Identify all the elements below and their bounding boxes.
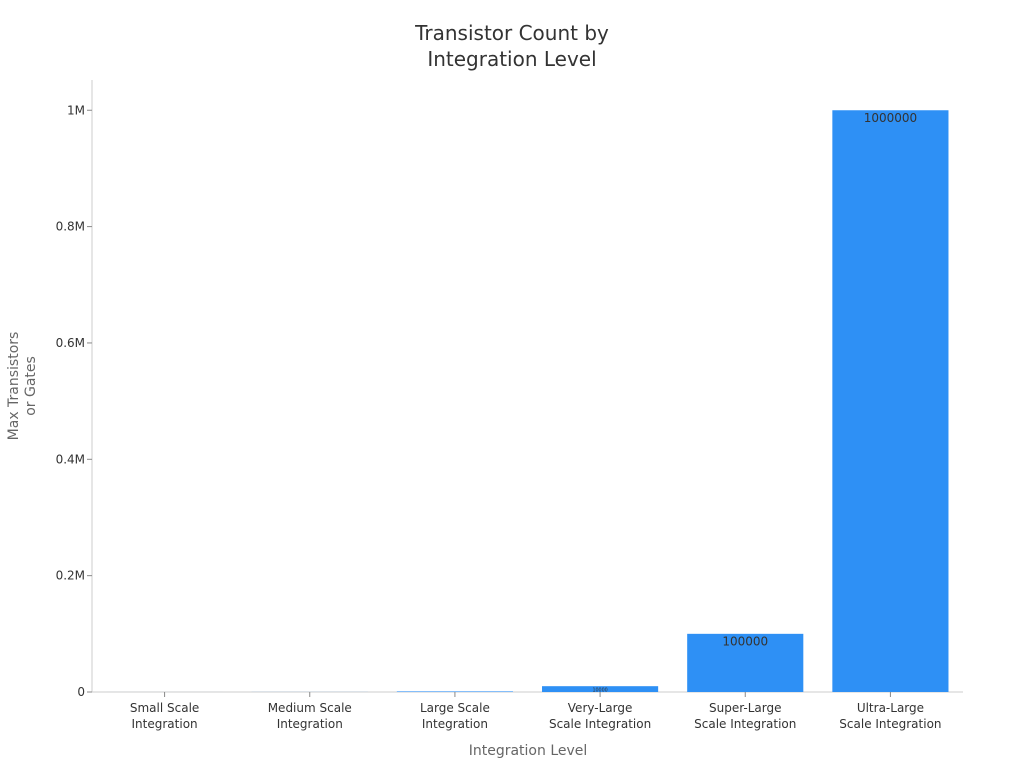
y-tick-label: 0.2M bbox=[56, 569, 85, 583]
x-axis-title: Integration Level bbox=[469, 743, 588, 759]
y-tick-label: 1M bbox=[67, 103, 85, 117]
bar bbox=[687, 633, 804, 692]
x-tick-label: Ultra-Large Scale Integration bbox=[839, 701, 941, 731]
y-tick-label: 0.8M bbox=[56, 220, 85, 234]
x-tick-label: Super-Large Scale Integration bbox=[694, 701, 796, 731]
data-label: 10000 bbox=[592, 688, 607, 694]
bar bbox=[832, 110, 949, 692]
x-tick-label: Small Scale Integration bbox=[130, 701, 199, 731]
bar bbox=[396, 691, 513, 692]
chart-title: Transistor Count by Integration Level bbox=[414, 21, 609, 71]
y-axis-title: Max Transistorsor Gates bbox=[6, 332, 39, 441]
y-tick-label: 0 bbox=[77, 685, 85, 699]
x-tick-label: Medium Scale Integration bbox=[268, 701, 352, 731]
y-tick-label: 0.6M bbox=[56, 336, 85, 350]
data-label: 1000000 bbox=[864, 111, 917, 125]
bar bbox=[542, 686, 659, 692]
x-tick-label: Very-Large Scale Integration bbox=[549, 701, 651, 731]
data-label: 100000 bbox=[722, 635, 768, 649]
y-tick-label: 0.4M bbox=[56, 452, 85, 466]
x-tick-label: Large Scale Integration bbox=[420, 701, 490, 731]
